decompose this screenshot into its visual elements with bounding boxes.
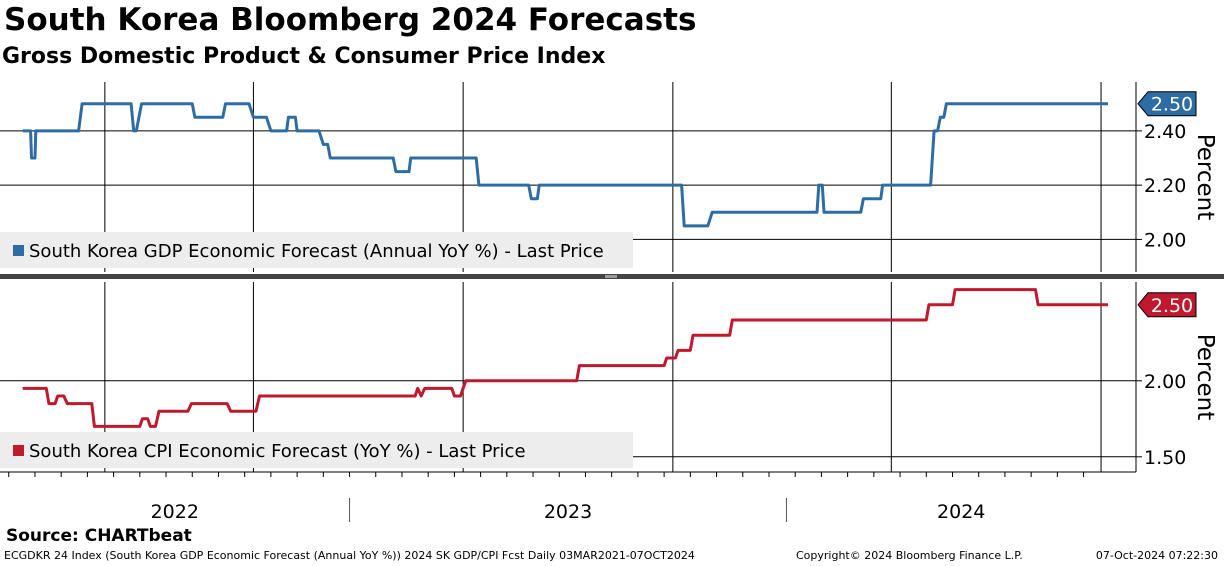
bottom-series-line [22,288,1108,428]
top-ytick-label-2: 2.00 [1144,229,1186,251]
top-legend-swatch [13,245,24,256]
source-label: Source: CHARTbeat [6,526,192,546]
bottom-legend-swatch [13,445,24,456]
footer-description: ECGDKR 24 Index (South Korea GDP Economi… [4,549,695,562]
footer-copyright: Copyright© 2024 Bloomberg Finance L.P. [796,549,1023,562]
chart-title: South Korea Bloomberg 2024 Forecasts [4,2,697,38]
top-series-line [22,102,1108,228]
footer-timestamp: 07-Oct-2024 07:22:30 [1095,549,1218,562]
panel-divider-handle [605,275,617,278]
bottom-ytick-label-1: 1.50 [1144,447,1186,469]
top-last-value-tag [1137,91,1197,117]
bottom-panel: 2.00 1.50 Percent South Korea CPI Economic … [0,282,1218,472]
top-legend-label: South Korea GDP Economic Forecast (Annua… [29,241,604,262]
top-panel: 2.40 2.20 2.00 Percent South Korea GDP Econo… [0,82,1218,272]
top-y-axis-label: Percent [1192,134,1218,221]
top-last-value-label: 2.50 [1151,94,1193,116]
top-ytick-label-0: 2.40 [1144,121,1186,143]
x-year-label-1: 2023 [544,501,592,523]
x-year-label-0: 2022 [151,501,199,523]
bottom-y-axis-label: Percent [1192,334,1218,421]
top-ytick-label-1: 2.20 [1144,175,1186,197]
x-year-label-2: 2024 [937,501,985,523]
bottom-legend-label: South Korea CPI Economic Forecast (YoY %… [29,441,526,462]
bottom-ytick-label-0: 2.00 [1144,371,1186,393]
bottom-legend-box [0,432,633,468]
chart-subtitle: Gross Domestic Product & Consumer Price … [2,44,606,69]
top-legend-box [0,232,633,268]
bottom-last-value-tag [1137,292,1197,318]
bottom-last-value-label: 2.50 [1151,295,1193,317]
